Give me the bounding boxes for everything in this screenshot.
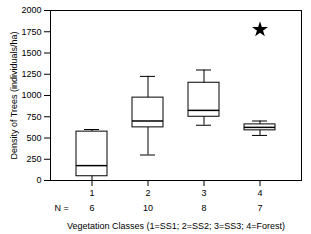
svg-text:1500: 1500 (21, 48, 41, 58)
svg-text:0: 0 (36, 175, 41, 185)
svg-text:1250: 1250 (21, 69, 41, 79)
svg-text:500: 500 (26, 133, 41, 143)
svg-text:Vegetation Classes (1=SS1; 2=S: Vegetation Classes (1=SS1; 2=SS2; 3=SS3;… (67, 221, 285, 231)
svg-text:750: 750 (26, 112, 41, 122)
svg-text:7: 7 (257, 203, 262, 213)
svg-text:4: 4 (257, 188, 262, 198)
svg-text:8: 8 (201, 203, 206, 213)
svg-text:2: 2 (145, 188, 150, 198)
svg-text:1: 1 (89, 188, 94, 198)
svg-text:N =: N = (55, 203, 69, 213)
svg-text:250: 250 (26, 154, 41, 164)
svg-text:2000: 2000 (21, 5, 41, 15)
svg-text:1750: 1750 (21, 27, 41, 37)
svg-text:6: 6 (89, 203, 94, 213)
svg-text:Density of Trees (individuals/: Density of Trees (individuals/ha) (9, 31, 19, 159)
svg-text:10: 10 (143, 203, 153, 213)
svg-text:1000: 1000 (21, 90, 41, 100)
svg-text:3: 3 (201, 188, 206, 198)
